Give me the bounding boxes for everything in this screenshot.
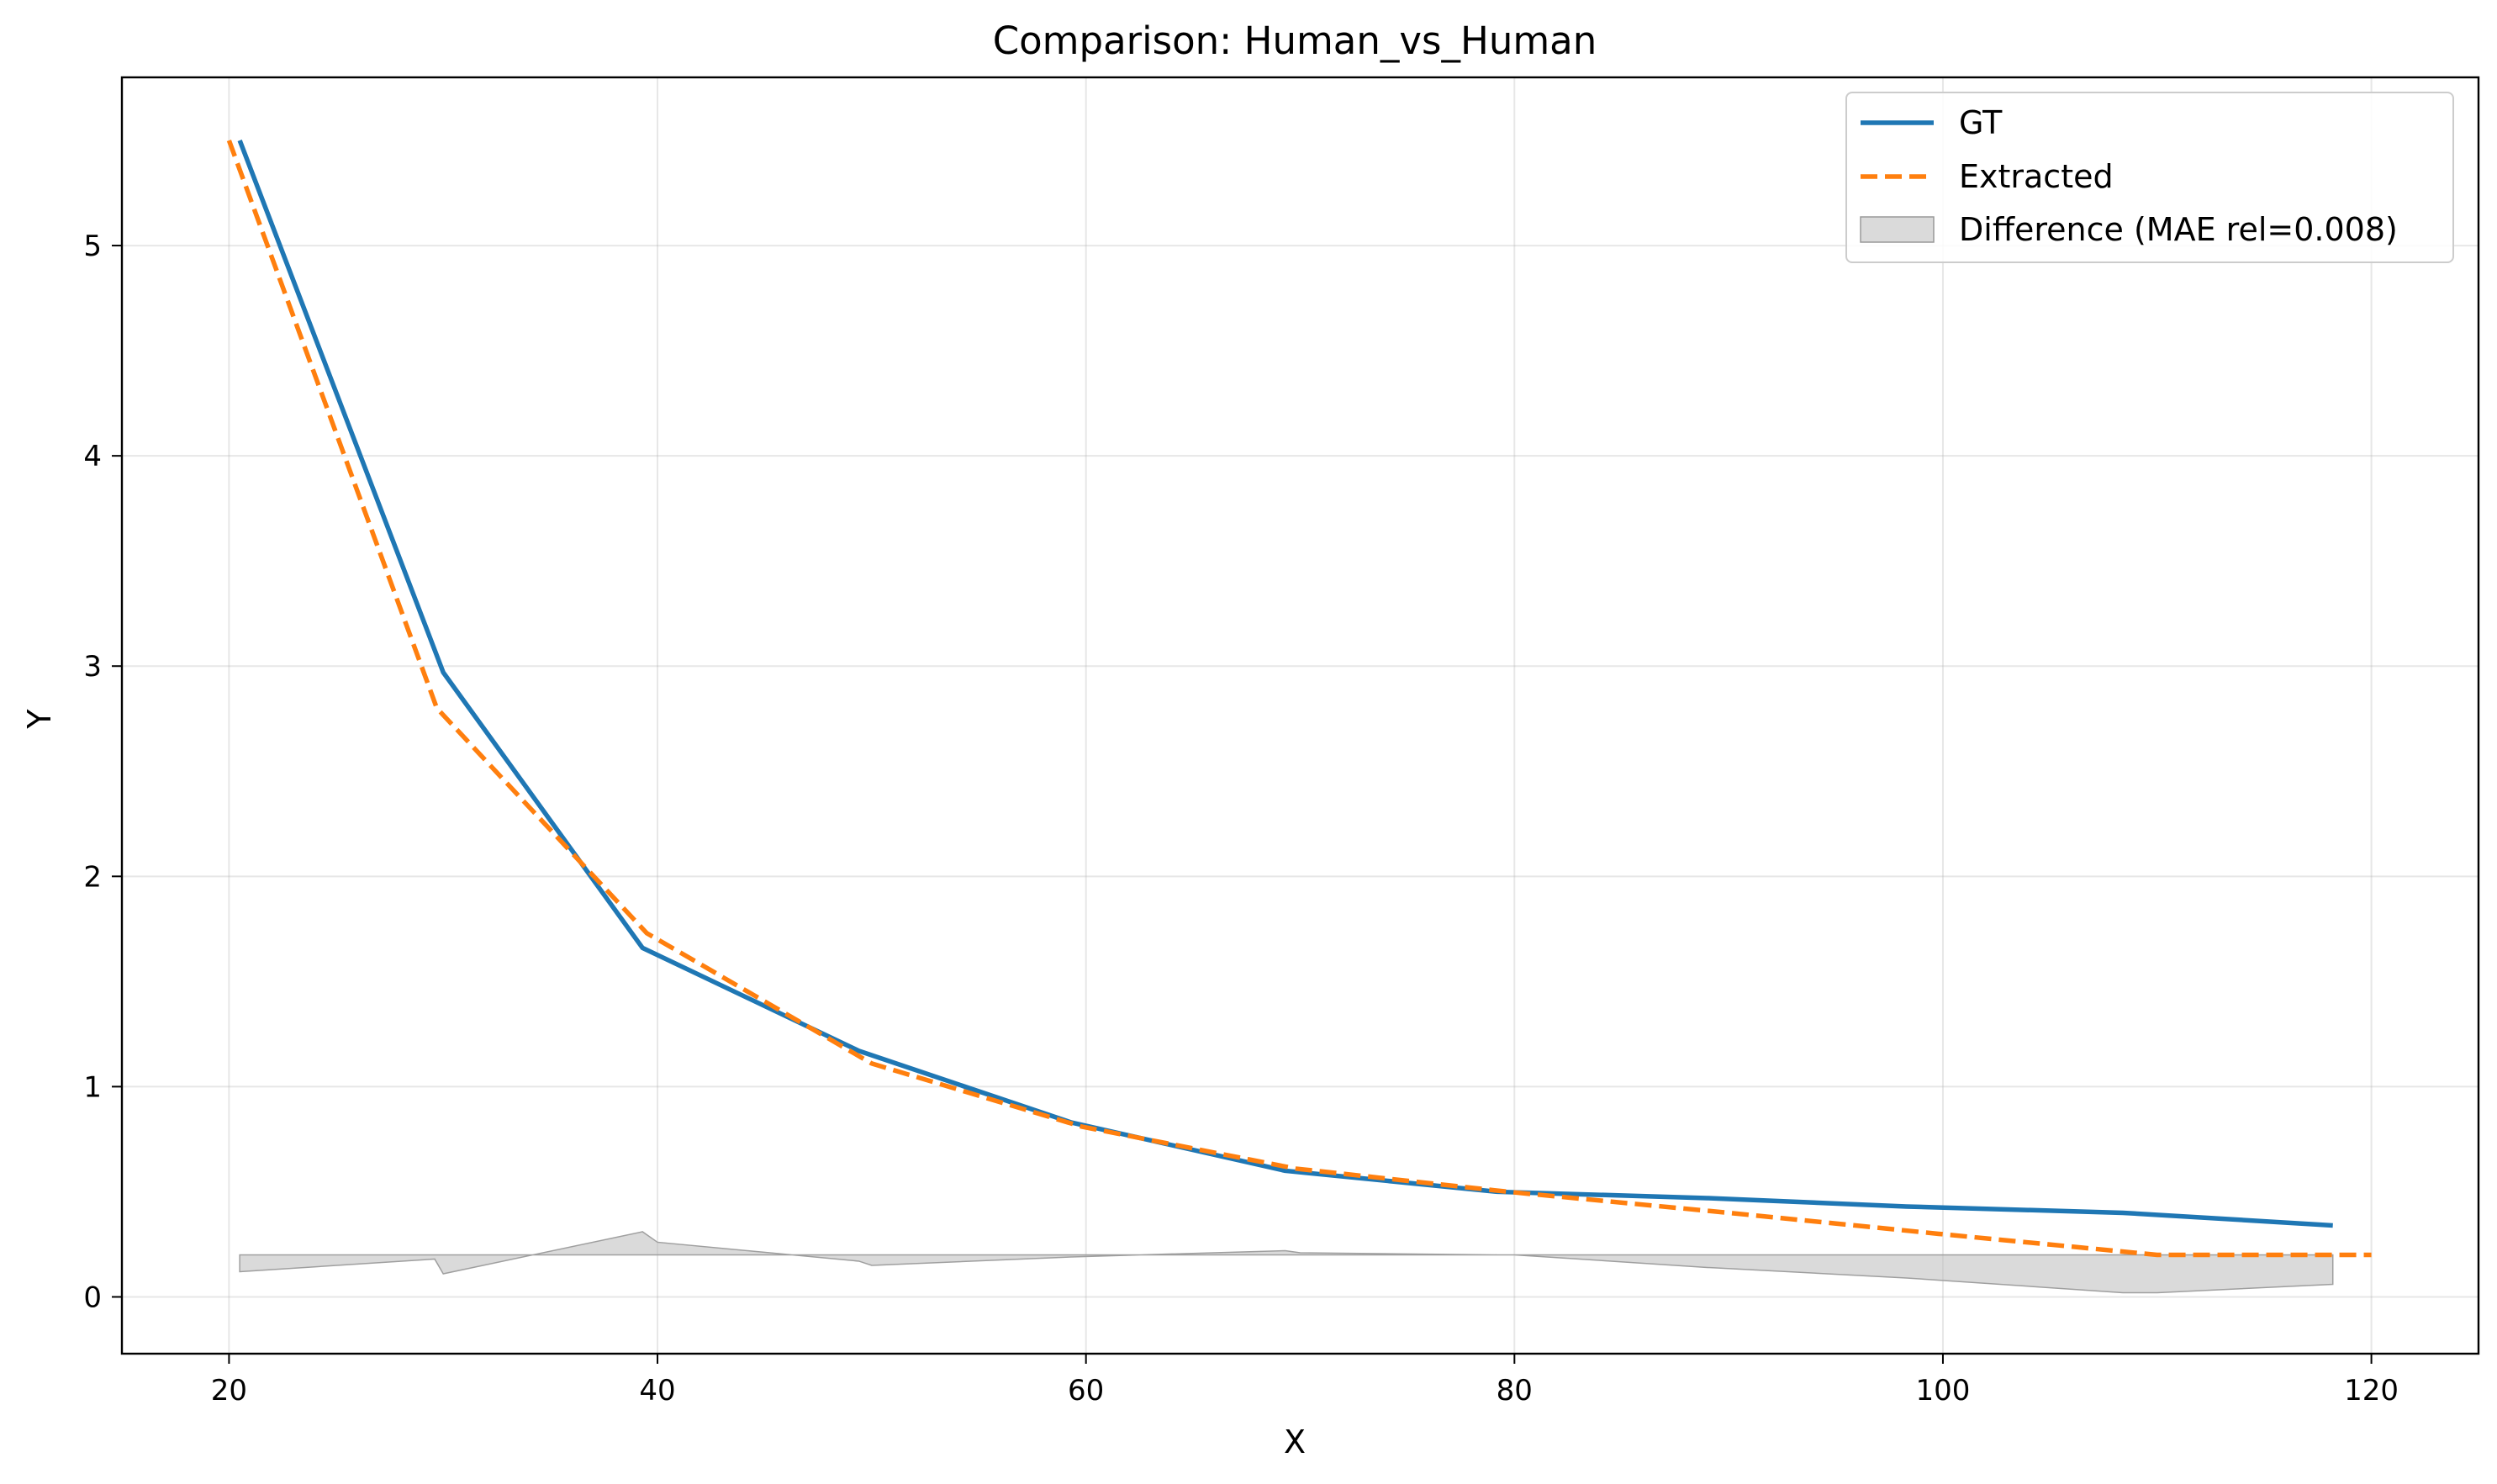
legend-box (1845, 92, 2454, 263)
x-tick-label: 120 (2344, 1374, 2399, 1407)
x-tick-label: 40 (639, 1374, 675, 1407)
difference-area (239, 1231, 2334, 1294)
y-tick-label: 0 (83, 1281, 102, 1314)
y-tick-label: 1 (83, 1070, 102, 1104)
x-tick-label: 20 (211, 1374, 247, 1407)
legend-difference-label: Difference (MAE rel=0.008) (1959, 211, 2398, 248)
ticks: 20 40 60 80 100 120 0 1 2 3 4 5 (83, 230, 2399, 1407)
difference-area-layer (239, 1231, 2334, 1294)
x-axis-label: X (1284, 1423, 1306, 1460)
grid (122, 77, 2479, 1354)
legend-difference-swatch (1860, 216, 1935, 243)
plot-frame (120, 76, 2480, 1355)
y-axis-label: Y (21, 709, 58, 730)
y-tick-label: 4 (83, 440, 102, 473)
legend-gt-label: GT (1959, 104, 2003, 141)
series-layer (226, 140, 2372, 1258)
legend-extracted-label: Extracted (1959, 158, 2114, 195)
chart-title: Comparison: Human_vs_Human (993, 18, 1597, 63)
y-tick-label: 3 (83, 650, 102, 684)
extracted-series-line (226, 140, 2372, 1258)
legend: GT Extracted Difference (MAE rel=0.008) (1845, 92, 2454, 263)
y-tick-label: 2 (83, 860, 102, 894)
x-tick-label: 100 (1916, 1374, 1971, 1407)
y-tick-label: 5 (83, 230, 102, 263)
x-tick-label: 80 (1497, 1374, 1533, 1407)
x-tick-label: 60 (1068, 1374, 1104, 1407)
